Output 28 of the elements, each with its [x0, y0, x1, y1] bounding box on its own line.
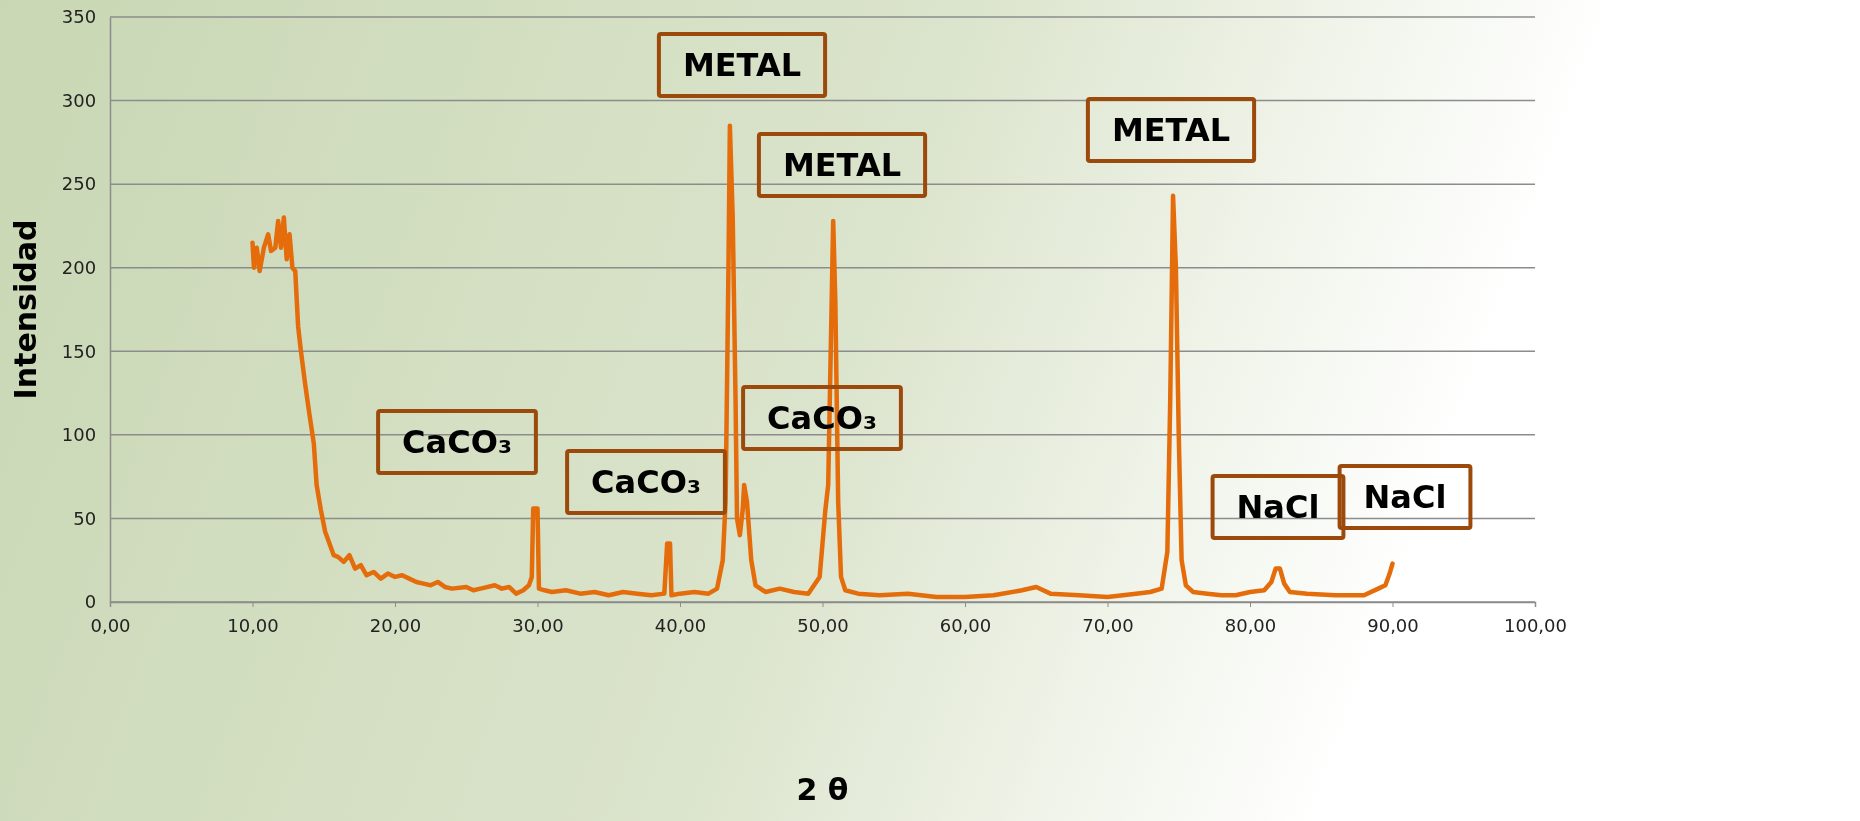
- y-tick-label: 50: [73, 507, 97, 529]
- annotation: METAL: [1111, 111, 1231, 149]
- x-tick-label: 10,00: [227, 614, 279, 636]
- x-tick-label: 50,00: [797, 614, 849, 636]
- y-tick-label: 300: [61, 89, 97, 111]
- y-tick-label: 0: [84, 591, 97, 613]
- y-axis-title: Intensidad: [8, 219, 43, 400]
- annotation: NaCl: [1236, 488, 1320, 526]
- x-tick-label: 30,00: [512, 614, 564, 636]
- annotation: CaCO₃: [402, 423, 512, 461]
- x-tick-label: 20,00: [369, 614, 422, 636]
- x-tick-label: 70,00: [1082, 614, 1134, 636]
- annotation: CaCO₃: [591, 463, 701, 501]
- x-tick-label: 0,00: [90, 614, 131, 636]
- y-tick-label: 150: [61, 340, 97, 362]
- y-tick-label: 350: [61, 6, 97, 28]
- y-tick-label: 250: [61, 173, 97, 195]
- x-tick-label: 90,00: [1367, 614, 1419, 636]
- annotation: METAL: [782, 146, 902, 184]
- annotation: NaCl: [1363, 478, 1447, 516]
- annotation: METAL: [682, 46, 802, 84]
- y-tick-label: 100: [61, 424, 97, 446]
- x-tick-label: 100,00: [1504, 614, 1567, 636]
- y-tick-label: 200: [61, 256, 97, 278]
- x-tick-label: 40,00: [654, 614, 707, 636]
- x-tick-label: 80,00: [1224, 614, 1277, 636]
- x-axis-title: 2 θ: [796, 772, 849, 807]
- x-tick-label: 60,00: [939, 614, 992, 636]
